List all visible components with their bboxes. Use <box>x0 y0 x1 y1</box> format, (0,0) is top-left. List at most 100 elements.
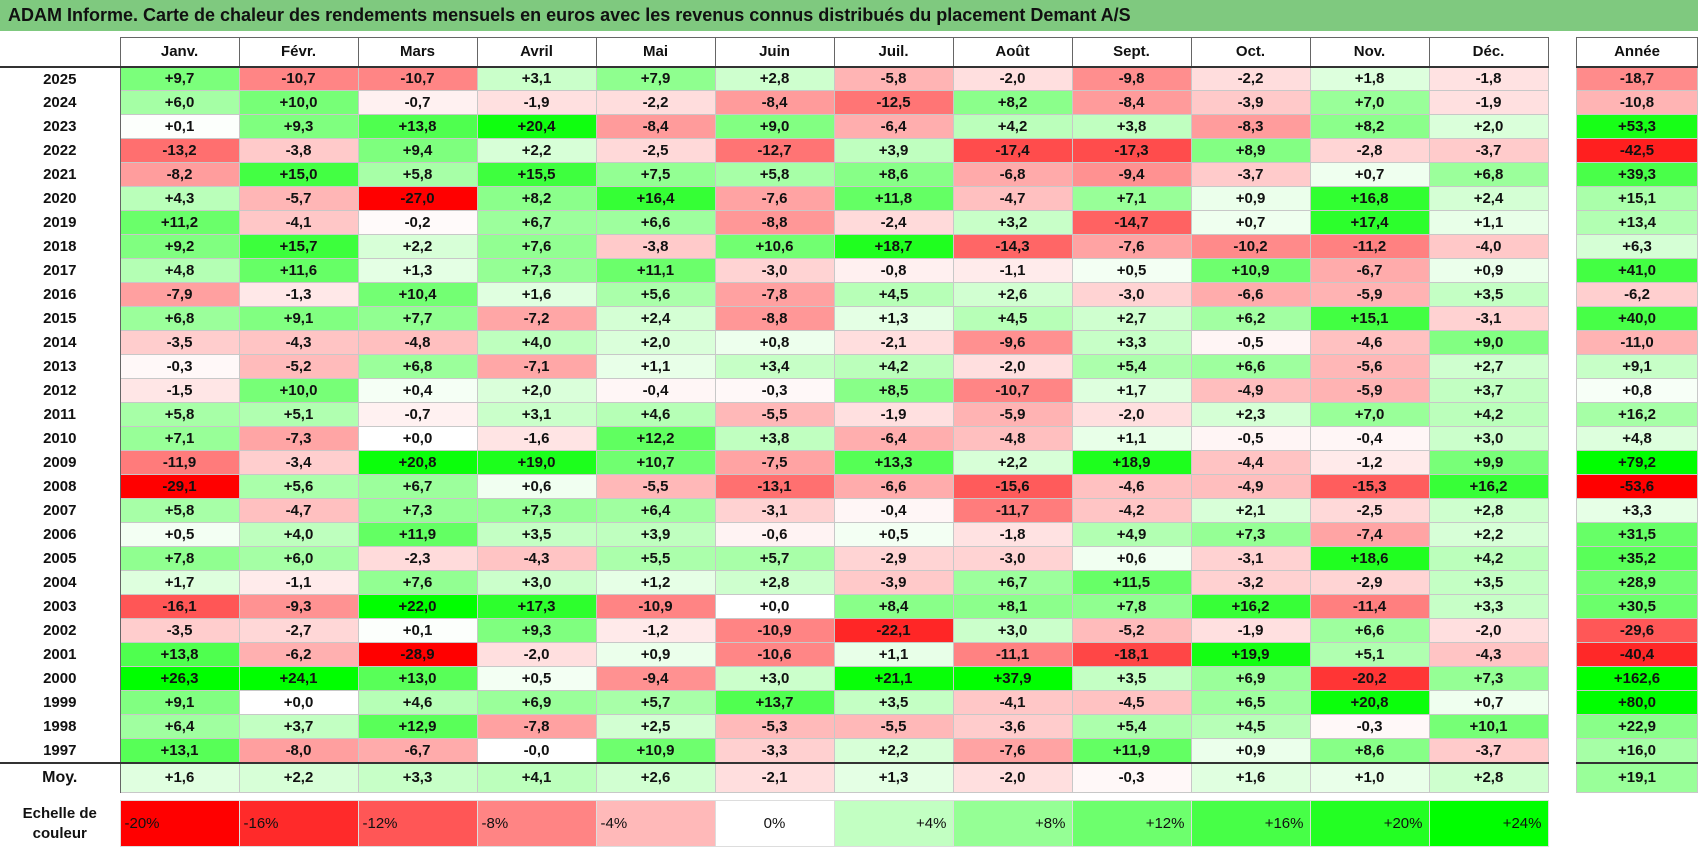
heatmap-cell: -0,7 <box>357 402 478 427</box>
heatmap-cell: +3,2 <box>952 210 1073 235</box>
color-scale-step: 0% <box>714 800 835 847</box>
heatmap-cell: +4,3 <box>119 186 240 211</box>
annual-cell: +80,0 <box>1576 690 1698 715</box>
heatmap-cell: -1,5 <box>119 378 240 403</box>
heatmap-cell: +6,0 <box>238 546 359 571</box>
heatmap-cell: +7,9 <box>595 65 716 91</box>
heatmap-cell: -7,6 <box>1071 234 1192 259</box>
heatmap-cell: +7,3 <box>476 258 597 283</box>
heatmap-cell: +7,6 <box>357 570 478 595</box>
heatmap-cell: -9,3 <box>238 594 359 619</box>
heatmap-cell: +3,0 <box>714 666 835 691</box>
month-header: Févr. <box>238 37 359 67</box>
heatmap-cell: -10,9 <box>595 594 716 619</box>
year-row: 2022 -13,2 -3,8 +9,4 +2,2 -2,5 -12,7 +3,9 -17,4-… <box>0 138 1549 163</box>
heatmap-cell: -4,7 <box>238 498 359 523</box>
annual-row: +15,1 <box>1576 186 1698 211</box>
heatmap-cell: -10,7 <box>238 65 359 91</box>
heatmap-cell: -3,0 <box>952 546 1073 571</box>
heatmap-cell: -2,5 <box>1309 498 1430 523</box>
year-label: 2019 <box>0 210 121 235</box>
heatmap-cell: -4,6 <box>1071 474 1192 499</box>
annual-cell: +6,3 <box>1576 234 1698 259</box>
heatmap-cell: +1,1 <box>1071 426 1192 451</box>
heatmap-cell: +20,8 <box>1309 690 1430 715</box>
annual-row: +3,3 <box>1576 498 1698 523</box>
annual-row: +31,5 <box>1576 522 1698 547</box>
annual-row: +39,3 <box>1576 162 1698 187</box>
color-scale-label: Echelle de couleur <box>0 800 120 847</box>
heatmap-cell: +6,7 <box>476 210 597 235</box>
heatmap-cell: -15,6 <box>952 474 1073 499</box>
heatmap-cell: -3,0 <box>714 258 835 283</box>
heatmap-cell: -7,9 <box>119 282 240 307</box>
heatmap-cell: +17,3 <box>476 594 597 619</box>
heatmap-cell: +11,6 <box>238 258 359 283</box>
heatmap-cell: -8,4 <box>714 90 835 115</box>
heatmap-cell: -6,2 <box>238 642 359 667</box>
heatmap-cell: +5,8 <box>714 162 835 187</box>
heatmap-cell: +4,2 <box>952 114 1073 139</box>
heatmap-cell: +4,5 <box>833 282 954 307</box>
annual-row: -11,0 <box>1576 330 1698 355</box>
heatmap-cell: +3,0 <box>476 570 597 595</box>
annual-row: +80,0 <box>1576 690 1698 715</box>
heatmap-cell: -2,0 <box>1071 402 1192 427</box>
heatmap-cell: -0,4 <box>595 378 716 403</box>
heatmap-cell: +6,4 <box>119 714 240 739</box>
heatmap-cell: +3,7 <box>1428 378 1549 403</box>
heatmap-cell: -9,4 <box>595 666 716 691</box>
heatmap-cell: -3,9 <box>1190 90 1311 115</box>
heatmap-cell: +9,2 <box>119 234 240 259</box>
heatmap-cell: +15,7 <box>238 234 359 259</box>
heatmap-cell: +3,7 <box>238 714 359 739</box>
annual-cell: +35,2 <box>1576 546 1698 571</box>
heatmap-cell: +7,0 <box>1309 402 1430 427</box>
annual-cell: +39,3 <box>1576 162 1698 187</box>
year-label: 2011 <box>0 402 121 427</box>
heatmap-cell: +3,5 <box>476 522 597 547</box>
heatmap-cell: -9,8 <box>1071 65 1192 91</box>
heatmap-cell: +2,0 <box>1428 114 1549 139</box>
annual-row: +9,1 <box>1576 354 1698 379</box>
heatmap-cell: -3,4 <box>238 450 359 475</box>
heatmap-cell: +7,8 <box>1071 594 1192 619</box>
heatmap-cell: -7,6 <box>952 738 1073 763</box>
year-label: 2023 <box>0 114 121 139</box>
heatmap-cell: +2,3 <box>1190 402 1311 427</box>
heatmap-cell: -7,6 <box>714 186 835 211</box>
heatmap-cell: -8,2 <box>119 162 240 187</box>
average-cell: -0,3 <box>1071 761 1192 793</box>
heatmap-cell: +3,0 <box>952 618 1073 643</box>
year-row: 2019 +11,2 -4,1 -0,2 +6,7 +6,6 -8,8 -2,4 +3,2 -14… <box>0 210 1549 235</box>
heatmap-cell: +8,1 <box>952 594 1073 619</box>
heatmap-cell: -6,4 <box>833 426 954 451</box>
monthly-returns-heatmap: Janv. Févr. Mars Avril Mai Juin Juil. Août Sept.… <box>0 37 1549 793</box>
heatmap-cell: +0,5 <box>833 522 954 547</box>
heatmap-cell: +7,1 <box>119 426 240 451</box>
annual-row: +6,3 <box>1576 234 1698 259</box>
heatmap-cell: +3,3 <box>1428 594 1549 619</box>
heatmap-cell: +16,8 <box>1309 186 1430 211</box>
annual-cell: -6,2 <box>1576 282 1698 307</box>
year-label: 2008 <box>0 474 121 499</box>
annual-cell: -29,6 <box>1576 618 1698 643</box>
year-row: 1998 +6,4 +3,7 +12,9 -7,8 +2,5 -5,3 -5,5 -3,6 +5,… <box>0 714 1549 739</box>
average-cell: +2,6 <box>595 761 716 793</box>
average-cell: +2,8 <box>1428 761 1549 793</box>
heatmap-cell: +22,0 <box>357 594 478 619</box>
color-scale-step: -12% <box>357 800 478 847</box>
heatmap-cell: +4,5 <box>952 306 1073 331</box>
heatmap-cell: -0,4 <box>1309 426 1430 451</box>
annual-cell: -42,5 <box>1576 138 1698 163</box>
heatmap-cell: -3,1 <box>1190 546 1311 571</box>
heatmap-cell: -2,0 <box>476 642 597 667</box>
year-label: 2014 <box>0 330 121 355</box>
year-label: 2016 <box>0 282 121 307</box>
average-cell: +2,2 <box>238 761 359 793</box>
heatmap-cell: +5,1 <box>238 402 359 427</box>
heatmap-cell: -1,2 <box>1309 450 1430 475</box>
heatmap-cell: -0,5 <box>1190 330 1311 355</box>
heatmap-cell: +20,4 <box>476 114 597 139</box>
heatmap-cell: +9,1 <box>238 306 359 331</box>
